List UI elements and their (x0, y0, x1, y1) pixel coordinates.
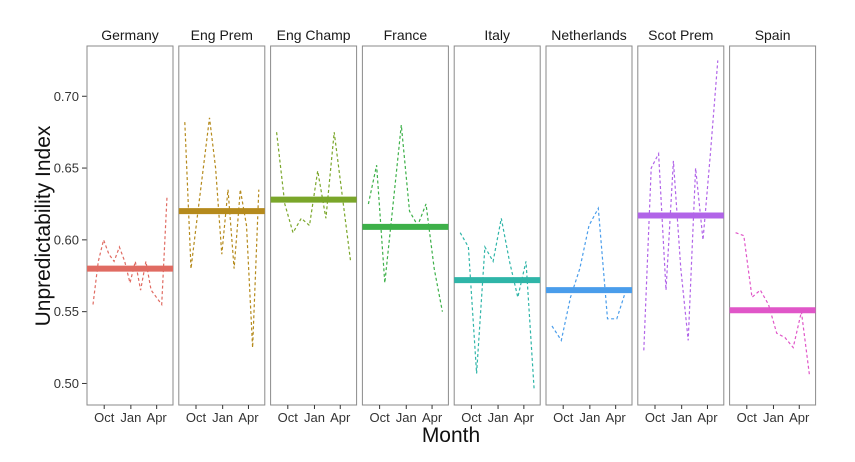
panel-scot-prem: Scot Prem Oct Jan Apr (637, 27, 725, 425)
x-tick-label: Apr (330, 410, 351, 425)
panel-france: France Oct Jan Apr (361, 27, 449, 425)
panel-title: Eng Prem (191, 27, 253, 43)
x-tick-label: Apr (147, 410, 168, 425)
panel-title: Spain (755, 27, 791, 43)
panel-frame (545, 45, 633, 406)
x-tick-label: Jan (120, 410, 141, 425)
series-line (551, 206, 627, 342)
series-line (276, 132, 352, 262)
y-tick-label: 0.65 (54, 161, 79, 176)
x-tick-label: Jan (212, 410, 233, 425)
panel-netherlands: Netherlands Oct Jan Apr (545, 27, 633, 425)
panel-title: France (384, 27, 428, 43)
panel-title: Scot Prem (648, 27, 713, 43)
x-tick-label: Jan (488, 410, 509, 425)
x-axis-title: Month (422, 424, 480, 447)
panel-title: Netherlands (551, 27, 627, 43)
y-tick-label: 0.70 (54, 89, 79, 104)
panel-title: Germany (101, 27, 159, 43)
panel-italy: Italy Oct Jan Apr (453, 27, 541, 425)
series-line (735, 232, 811, 377)
x-tick-label: Oct (278, 410, 299, 425)
x-tick-label: Jan (763, 410, 784, 425)
y-tick-label: 0.50 (54, 376, 79, 391)
x-tick-label: Oct (186, 410, 207, 425)
panel-title: Italy (484, 27, 510, 43)
panel-title: Eng Champ (277, 27, 351, 43)
panel-eng-prem: Eng Prem Oct Jan Apr (178, 27, 266, 425)
panel-frame (270, 45, 358, 406)
x-tick-label: Jan (396, 410, 417, 425)
panel-eng-champ: Eng Champ Oct Jan Apr (270, 27, 358, 425)
y-tick-label: 0.60 (54, 232, 79, 247)
x-tick-label: Apr (697, 410, 718, 425)
x-tick-label: Jan (304, 410, 325, 425)
panel-frame (178, 45, 266, 406)
series-line (184, 117, 260, 348)
panel-frame (453, 45, 541, 406)
x-tick-label: Oct (94, 410, 115, 425)
x-tick-label: Apr (422, 410, 443, 425)
series-line (367, 124, 443, 312)
series-line (643, 60, 719, 351)
x-tick-label: Jan (671, 410, 692, 425)
panel-frame (86, 45, 174, 406)
panel-frame (637, 45, 725, 406)
panel-spain: Spain Oct Jan Apr (729, 27, 817, 425)
panel-germany: Germany Oct Jan Apr (86, 27, 174, 425)
x-tick-label: Oct (369, 410, 390, 425)
y-axis: 0.50 0.55 0.60 0.65 0.70 (54, 89, 87, 391)
x-tick-label: Apr (606, 410, 627, 425)
y-tick-label: 0.55 (54, 304, 79, 319)
x-tick-label: Apr (238, 410, 259, 425)
x-tick-label: Jan (579, 410, 600, 425)
panel-frame (729, 45, 817, 406)
x-tick-label: Oct (645, 410, 666, 425)
x-tick-label: Apr (789, 410, 810, 425)
x-tick-label: Oct (461, 410, 482, 425)
x-tick-label: Oct (737, 410, 758, 425)
x-tick-label: Oct (553, 410, 574, 425)
x-tick-label: Apr (514, 410, 535, 425)
y-axis-title: Unpredictability Index (32, 125, 55, 326)
